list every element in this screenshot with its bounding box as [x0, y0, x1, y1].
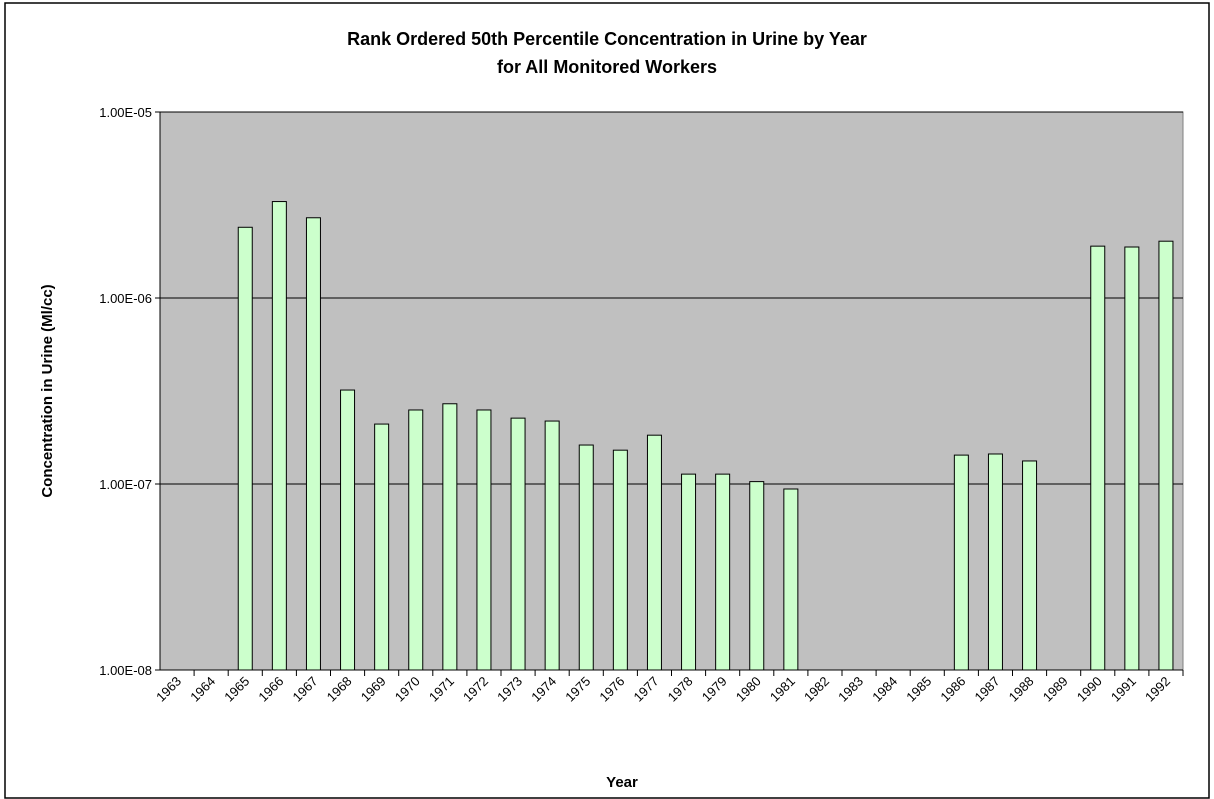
y-axis-label: Concentration in Urine (Ml/cc)	[39, 284, 56, 497]
bar	[340, 389, 356, 671]
bar	[476, 409, 492, 671]
chart-title: Rank Ordered 50th Percentile Concentrati…	[347, 29, 867, 49]
y-tick-label: 1.00E-08	[99, 663, 152, 678]
y-tick-label: 1.00E-06	[99, 291, 152, 306]
plot-area	[159, 111, 1184, 671]
bar	[442, 403, 458, 671]
bar	[612, 449, 628, 671]
x-axis-label: Year	[606, 774, 638, 791]
y-tick-label: 1.00E-05	[99, 105, 152, 120]
y-tick-label: 1.00E-07	[99, 477, 152, 492]
bar	[510, 417, 526, 671]
bar	[646, 434, 662, 671]
bar	[408, 409, 424, 671]
bar	[237, 226, 253, 671]
bar	[544, 420, 560, 671]
bar	[578, 444, 594, 671]
bar	[374, 423, 390, 671]
bar	[1124, 246, 1140, 671]
bar	[783, 488, 799, 671]
bar	[271, 201, 287, 671]
bar	[1090, 245, 1106, 671]
bar	[987, 453, 1003, 671]
bar	[1158, 240, 1174, 671]
bar	[305, 217, 321, 671]
bar	[749, 481, 765, 671]
bar	[715, 473, 731, 671]
chart-subtitle: for All Monitored Workers	[497, 57, 717, 77]
bar	[953, 454, 969, 671]
bar	[681, 473, 697, 671]
bar	[1022, 460, 1038, 671]
